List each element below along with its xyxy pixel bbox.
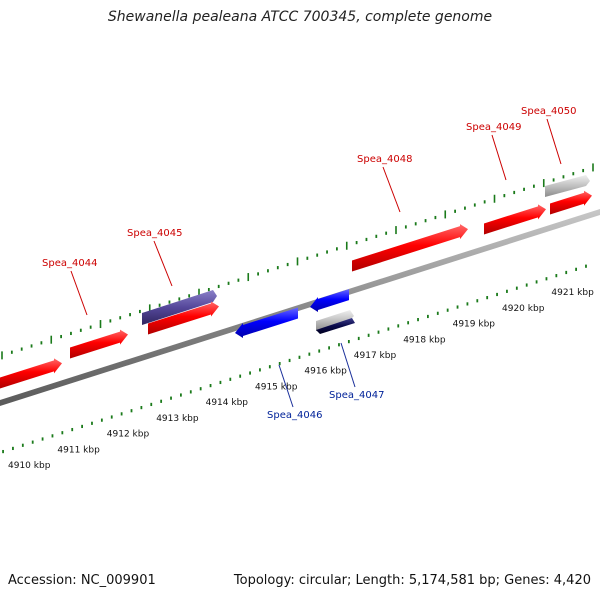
gene-spea-4047-arrow[interactable] — [310, 289, 349, 312]
scale-label: 4915 kbp — [255, 382, 298, 392]
gene-spea-4048-arrow[interactable] — [352, 224, 468, 272]
gene-spea-4045-selected-arrow[interactable] — [142, 290, 217, 325]
genome-summary-text: Topology: circular; Length: 5,174,581 bp… — [233, 573, 591, 588]
leader-line-spea-4045 — [153, 240, 173, 287]
scale-label: 4910 kbp — [8, 461, 51, 471]
genome-backbone — [0, 209, 600, 406]
scale-label: 4911 kbp — [57, 445, 100, 455]
gene-label-spea-4047[interactable]: Spea_4047 — [329, 390, 384, 401]
scale-label: 4921 kbp — [551, 288, 594, 298]
gene-labels: Spea_4044Spea_4045Spea_4048Spea_4049Spea… — [42, 106, 576, 421]
gene-spea-4049-arrow[interactable] — [484, 204, 546, 235]
gene-label-spea-4046[interactable]: Spea_4046 — [267, 410, 322, 421]
scale-label: 4919 kbp — [453, 320, 496, 330]
gene-label-spea-4050[interactable]: Spea_4050 — [521, 106, 576, 117]
leader-line-spea-4049 — [491, 134, 507, 181]
leader-line-spea-4044 — [70, 270, 88, 316]
gene-spea-4050-arrow[interactable] — [550, 190, 592, 215]
leader-line-spea-4050 — [546, 118, 562, 165]
scale-label: 4914 kbp — [206, 398, 249, 408]
gene-label-spea-4048[interactable]: Spea_4048 — [357, 154, 412, 165]
scale-label: 4917 kbp — [354, 351, 397, 361]
forward-tick-track — [1, 163, 594, 360]
accession-text: Accession: NC_009901 — [8, 573, 156, 588]
scale-label: 4920 kbp — [502, 304, 545, 314]
leader-line-spea-4046 — [278, 364, 294, 408]
gene-spea-4046-arrow[interactable] — [235, 307, 298, 338]
genome-title: Shewanella pealeana ATCC 700345, complet… — [107, 9, 493, 25]
scale-tick-track — [2, 264, 587, 454]
leader-line-spea-4048 — [382, 166, 401, 213]
scale-labels: 4910 kbp 4911 kbp 4912 kbp 4913 kbp 4914 kbp… — [8, 288, 594, 471]
gene-label-spea-4044[interactable]: Spea_4044 — [42, 258, 97, 269]
scale-label: 4912 kbp — [107, 430, 150, 440]
gene-label-spea-4045[interactable]: Spea_4045 — [127, 228, 182, 239]
gene-spea-4050-rna-arrow[interactable] — [545, 175, 590, 197]
scale-label: 4913 kbp — [156, 414, 199, 424]
gene-label-spea-4049[interactable]: Spea_4049 — [466, 122, 521, 133]
scale-label: 4918 kbp — [403, 335, 446, 345]
scale-label: 4916 kbp — [304, 367, 347, 377]
gene-spea-4044-arrow[interactable] — [0, 358, 62, 389]
gene-spea-4044-arrow[interactable] — [70, 329, 128, 359]
gene-spea-4047-reverse-arrow[interactable] — [316, 318, 355, 334]
leader-line-spea-4047 — [340, 342, 356, 388]
gene-spea-4047-rna-arrow[interactable] — [316, 310, 354, 331]
gene-spea-4045-arrow[interactable] — [148, 301, 219, 335]
gene-arrows — [0, 190, 592, 389]
